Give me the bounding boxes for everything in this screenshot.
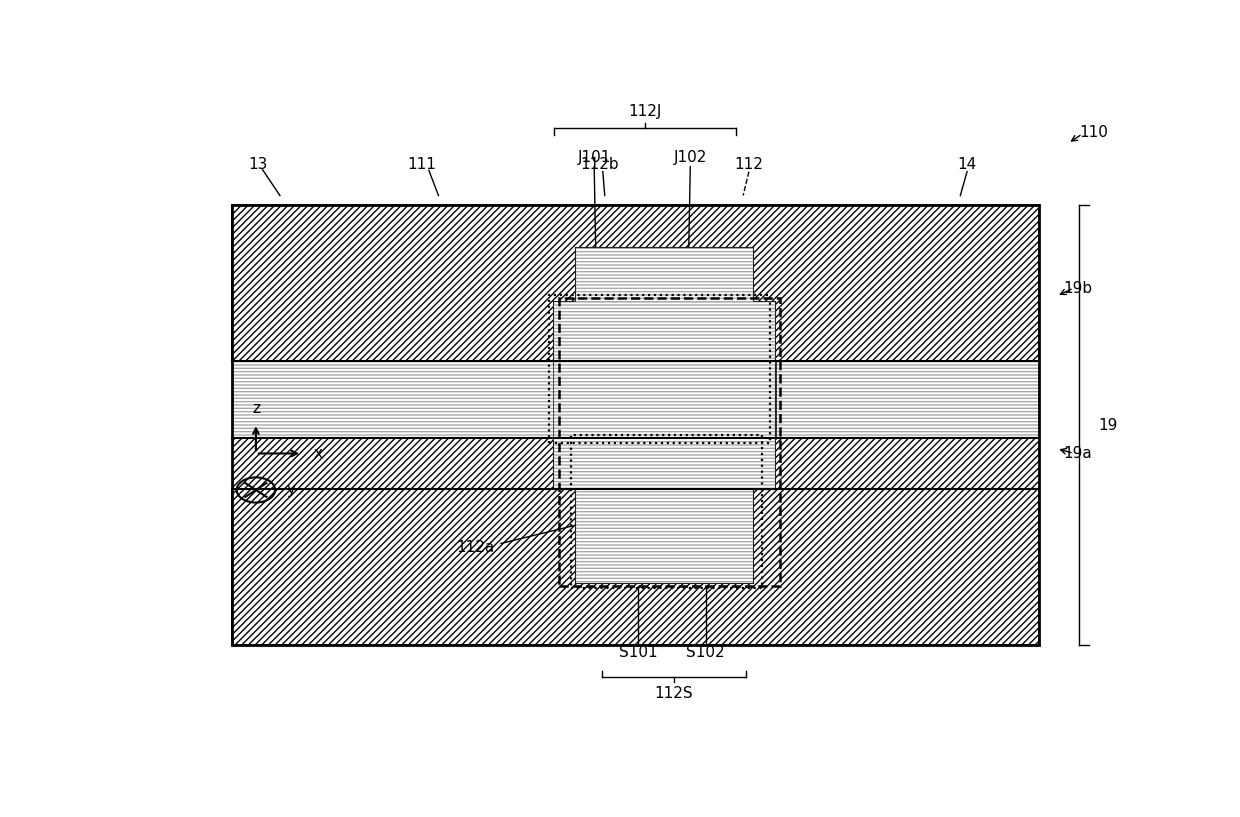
Bar — [232, 205, 1039, 361]
Text: 112b: 112b — [580, 157, 619, 172]
Text: z: z — [252, 400, 260, 416]
Text: y: y — [286, 483, 295, 498]
Text: 19: 19 — [1099, 417, 1118, 433]
Text: 112S: 112S — [655, 685, 693, 701]
Bar — [554, 301, 775, 364]
Bar — [575, 248, 753, 301]
Text: S101: S101 — [619, 645, 657, 660]
Bar — [232, 439, 1039, 489]
Bar — [554, 361, 775, 439]
Bar — [549, 295, 770, 444]
Bar — [554, 301, 775, 364]
Bar — [232, 489, 1039, 645]
Text: 110: 110 — [1080, 125, 1109, 141]
Bar — [575, 489, 753, 583]
Text: S102: S102 — [687, 645, 725, 660]
Bar — [575, 489, 753, 583]
Bar — [232, 205, 1039, 645]
Bar — [554, 439, 775, 489]
Bar — [554, 361, 775, 439]
Bar — [232, 361, 1039, 439]
Text: 112: 112 — [734, 157, 764, 172]
Bar — [558, 298, 780, 586]
Bar — [554, 439, 775, 489]
Text: 13: 13 — [248, 157, 268, 172]
Bar — [572, 435, 763, 588]
Text: 112J: 112J — [629, 105, 662, 119]
Text: 111: 111 — [408, 157, 436, 172]
Text: J101: J101 — [578, 150, 611, 165]
Text: 112a: 112a — [456, 540, 494, 556]
Text: 19a: 19a — [1063, 446, 1092, 461]
Text: 14: 14 — [957, 157, 977, 172]
Text: 19b: 19b — [1063, 280, 1092, 296]
Bar — [575, 248, 753, 301]
Text: J102: J102 — [673, 150, 707, 165]
Text: x: x — [314, 446, 322, 461]
